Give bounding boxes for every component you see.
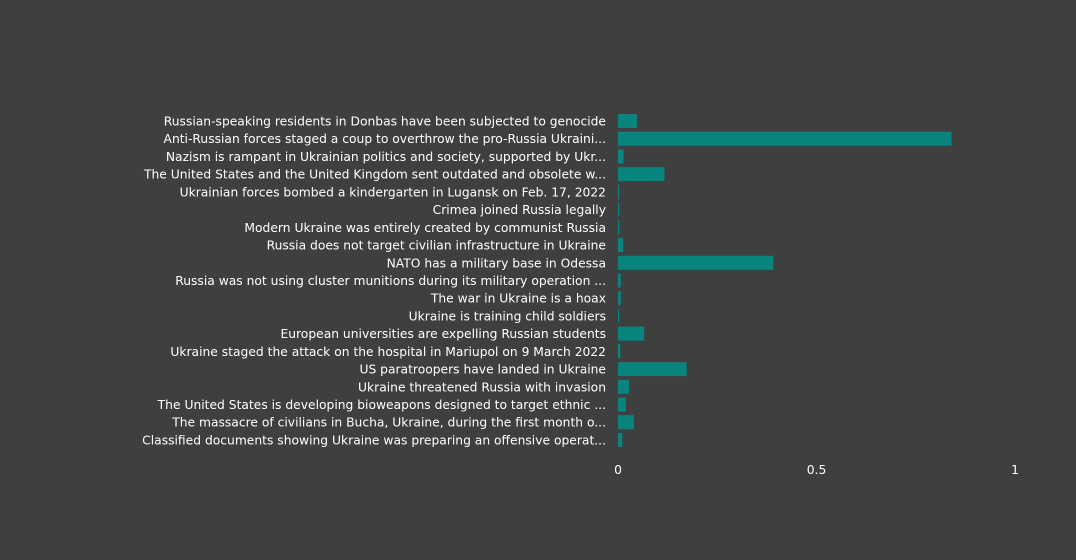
bar-11 — [618, 291, 621, 306]
bars-group — [618, 114, 952, 447]
bar-19 — [618, 432, 623, 447]
bar-8 — [618, 238, 624, 253]
category-label-3: Nazism is rampant in Ukrainian politics … — [166, 150, 606, 164]
bar-9 — [618, 255, 774, 270]
bar-5 — [618, 184, 620, 199]
x-axis-tick-labels: 0 0.5 1 — [614, 463, 1019, 477]
bar-16 — [618, 379, 630, 394]
category-label-8: Russia does not target civilian infrastr… — [267, 239, 606, 253]
bar-4 — [618, 167, 665, 182]
x-tick-label-1: 0 — [614, 463, 622, 477]
bar-18 — [618, 415, 634, 430]
bar-2 — [618, 131, 952, 146]
category-label-5: Ukrainian forces bombed a kindergarten i… — [180, 185, 606, 199]
category-label-15: US paratroopers have landed in Ukraine — [359, 363, 606, 377]
category-label-6: Crimea joined Russia legally — [433, 203, 606, 217]
bar-13 — [618, 326, 645, 341]
bar-6 — [618, 202, 620, 217]
category-label-10: Russia was not using cluster munitions d… — [175, 274, 606, 288]
category-label-7: Modern Ukraine was entirely created by c… — [244, 221, 606, 235]
category-label-18: The massacre of civilians in Bucha, Ukra… — [171, 416, 606, 430]
category-label-14: Ukraine staged the attack on the hospita… — [170, 345, 606, 359]
category-label-9: NATO has a military base in Odessa — [387, 256, 606, 270]
category-label-12: Ukraine is training child soldiers — [409, 309, 606, 323]
bar-10 — [618, 273, 621, 288]
bar-3 — [618, 149, 624, 164]
bar-12 — [618, 308, 619, 323]
category-label-13: European universities are expelling Russ… — [280, 327, 606, 341]
category-label-19: Classified documents showing Ukraine was… — [142, 433, 606, 447]
category-label-1: Russian-speaking residents in Donbas hav… — [164, 115, 606, 129]
bar-14 — [618, 344, 621, 359]
bar-17 — [618, 397, 626, 412]
category-labels: Russian-speaking residents in Donbas hav… — [142, 115, 606, 448]
category-label-4: The United States and the United Kingdom… — [143, 168, 606, 182]
category-label-17: The United States is developing bioweapo… — [157, 398, 606, 412]
x-tick-label-2: 0.5 — [807, 463, 827, 477]
bar-1 — [618, 114, 638, 128]
category-label-16: Ukraine threatened Russia with invasion — [358, 380, 606, 394]
x-tick-label-3: 1 — [1011, 463, 1019, 477]
category-label-11: The war in Ukraine is a hoax — [430, 292, 606, 306]
category-label-2: Anti-Russian forces staged a coup to ove… — [164, 132, 606, 146]
bar-7 — [618, 220, 620, 235]
bar-15 — [618, 362, 687, 377]
